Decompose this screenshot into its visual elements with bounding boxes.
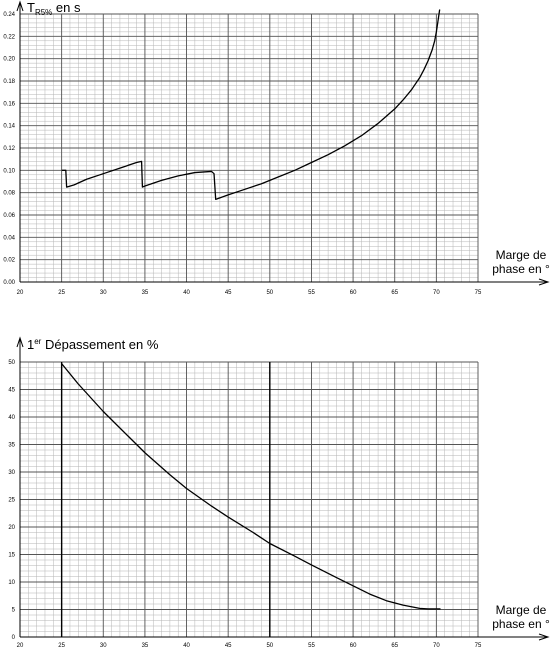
x-tick-label: 25: [58, 643, 65, 648]
y-tick-label: 0.06: [3, 213, 15, 219]
x-tick-label: 55: [308, 290, 315, 296]
y-axis-arrow: [16, 0, 24, 12]
y-tick-label: 0.24: [3, 12, 15, 18]
x-tick-label: 70: [433, 643, 440, 648]
series-line: [61, 363, 441, 610]
x-tick-label: 30: [100, 643, 107, 648]
x-axis-title-line1: Marge de: [496, 603, 547, 617]
x-axis-title-line1: Marge de: [496, 248, 547, 262]
x-tick-label: 70: [433, 290, 440, 296]
y-tick-label: 0.18: [3, 79, 15, 85]
y-tick-label: 0.20: [3, 57, 15, 63]
y-tick-label: 40: [8, 415, 15, 421]
y-tick-label: 0.10: [3, 168, 15, 174]
y-tick-label: 30: [8, 470, 15, 476]
x-tick-label: 75: [475, 290, 482, 296]
y-tick-label: 0.16: [3, 101, 15, 107]
x-tick-label: 50: [266, 643, 273, 648]
y-tick-label: 45: [8, 388, 15, 394]
x-tick-label: 20: [17, 290, 24, 296]
y-tick-label: 0.00: [3, 280, 15, 286]
x-axis-title-line2: phase en °: [492, 262, 550, 276]
x-tick-label: 40: [183, 290, 190, 296]
major-grid: [19, 361, 479, 638]
y-axis-arrow: [16, 336, 24, 348]
y-tick-label: 0.04: [3, 235, 15, 241]
x-tick-label: 20: [17, 643, 24, 648]
x-tick-label: 35: [142, 643, 149, 648]
y-tick-label: 10: [8, 580, 15, 586]
x-tick-label: 65: [391, 290, 398, 296]
x-axis-arrow: [538, 278, 550, 286]
y-tick-label: 35: [8, 443, 15, 449]
x-tick-label: 60: [350, 643, 357, 648]
x-tick-label: 75: [475, 643, 482, 648]
y-tick-label: 15: [8, 553, 15, 559]
y-axis-title: TR5% en s: [27, 0, 81, 17]
y-tick-label: 0.14: [3, 124, 15, 130]
y-tick-label: 0.08: [3, 191, 15, 197]
x-tick-label: 35: [142, 290, 149, 296]
x-tick-label: 60: [350, 290, 357, 296]
y-tick-label: 50: [8, 360, 15, 366]
x-tick-label: 40: [183, 643, 190, 648]
x-tick-label: 50: [266, 290, 273, 296]
x-tick-label: 55: [308, 643, 315, 648]
x-tick-label: 65: [391, 643, 398, 648]
y-tick-label: 5: [12, 608, 16, 614]
series-line: [61, 9, 441, 201]
y-axis-title: 1er Dépassement en %: [27, 337, 159, 352]
overshoot-chart: 0 5 10 15 20 25 30 35 40 45 50 20 25 30 35 40 45 50 55 60 65…: [8, 336, 550, 648]
y-tick-label: 0.22: [3, 34, 15, 40]
y-tick-label: 0.12: [3, 146, 15, 152]
y-tick-label: 0.02: [3, 258, 15, 264]
tr5-chart: 0.00 0.02 0.04 0.06 0.08 0.10 0.12 0.14 0.16 0.18…: [3, 0, 550, 296]
x-axis-arrow: [538, 633, 550, 641]
x-tick-label: 30: [100, 290, 107, 296]
x-tick-label: 45: [225, 643, 232, 648]
major-grid: [19, 13, 479, 283]
x-tick-label: 25: [58, 290, 65, 296]
x-tick-label: 45: [225, 290, 232, 296]
y-tick-label: 0: [12, 635, 16, 641]
y-tick-label: 25: [8, 498, 15, 504]
y-tick-label: 20: [8, 525, 15, 531]
x-axis-title-line2: phase en °: [492, 617, 550, 631]
